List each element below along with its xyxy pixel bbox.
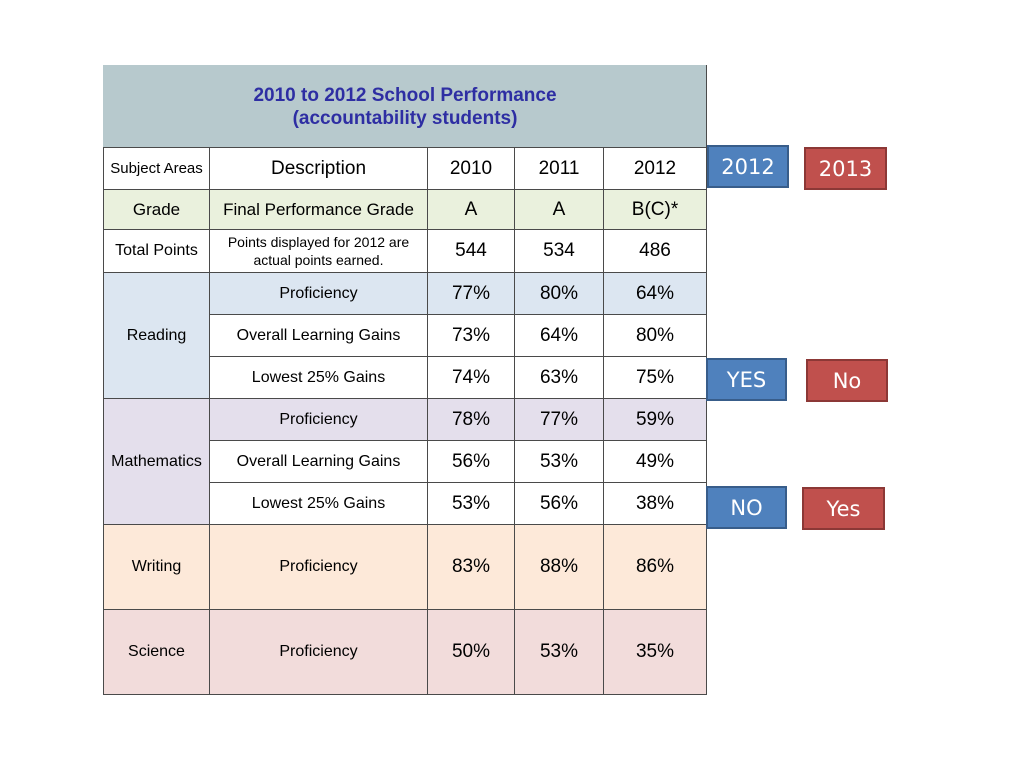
header-2010: 2010 <box>427 147 515 190</box>
math-learning-gains-2012: 49% <box>602 440 708 483</box>
reading-lowest-25-2012: 75% <box>602 356 708 399</box>
math-proficiency-2011: 77% <box>514 398 604 441</box>
reading-learning-gains-2012: 80% <box>602 314 708 357</box>
grade-subject: Grade <box>103 189 210 230</box>
total-points-2011: 534 <box>514 229 604 273</box>
math-lowest-25-description: Lowest 25% Gains <box>209 482 428 525</box>
reading-lowest-25-2010: 74% <box>427 356 515 399</box>
reading-lowest-25-row: Lowest 25% Gains 74% 63% 75% <box>104 356 708 399</box>
writing-2012: 86% <box>602 524 708 610</box>
grade-2011: A <box>514 189 604 230</box>
science-2012: 35% <box>602 609 708 695</box>
header-2011: 2011 <box>514 147 604 190</box>
math-subject: Mathematics <box>103 398 210 525</box>
total-points-2010: 544 <box>427 229 515 273</box>
reading-learning-gains-2010: 73% <box>427 314 515 357</box>
reading-proficiency-2011: 80% <box>514 272 604 315</box>
reading-subject: Reading <box>103 272 210 399</box>
science-subject: Science <box>103 609 210 695</box>
year-2012-button[interactable]: 2012 <box>707 145 789 188</box>
grade-row: Grade Final Performance Grade A A B(C)* <box>103 189 708 230</box>
total-points-subject: Total Points <box>103 229 210 273</box>
math-proficiency-2010: 78% <box>427 398 515 441</box>
reading-lowest-25-description: Lowest 25% Gains <box>209 356 428 399</box>
science-description: Proficiency <box>209 609 428 695</box>
reading-yes-button[interactable]: YES <box>706 358 787 401</box>
school-performance-table: 2010 to 2012 School Performance (account… <box>102 65 708 695</box>
grade-description: Final Performance Grade <box>209 189 428 230</box>
grade-2012: B(C)* <box>602 189 708 230</box>
math-proficiency-description: Proficiency <box>209 398 428 441</box>
reading-lowest-25-2011: 63% <box>514 356 604 399</box>
reading-no-button[interactable]: No <box>806 359 888 402</box>
grade-2010: A <box>427 189 515 230</box>
writing-row: Writing Proficiency 83% 88% 86% <box>103 524 708 610</box>
total-points-2012: 486 <box>602 229 708 273</box>
science-2011: 53% <box>514 609 604 695</box>
header-row: Subject Areas Description 2010 2011 2012 <box>103 147 708 190</box>
math-yes-button[interactable]: Yes <box>802 487 885 530</box>
reading-learning-gains-row: Overall Learning Gains 73% 64% 80% <box>104 314 708 357</box>
math-lowest-25-2011: 56% <box>514 482 604 525</box>
math-learning-gains-2010: 56% <box>427 440 515 483</box>
header-subject-areas: Subject Areas <box>103 147 210 190</box>
math-proficiency-2012: 59% <box>602 398 708 441</box>
table-title: 2010 to 2012 School Performance (account… <box>102 65 708 148</box>
header-description: Description <box>209 147 428 190</box>
math-lowest-25-2012: 38% <box>602 482 708 525</box>
writing-description: Proficiency <box>209 524 428 610</box>
reading-proficiency-2010: 77% <box>427 272 515 315</box>
math-lowest-25-2010: 53% <box>427 482 515 525</box>
writing-2010: 83% <box>427 524 515 610</box>
year-2013-button[interactable]: 2013 <box>804 147 887 190</box>
reading-proficiency-row: Reading Proficiency 77% 80% 64% <box>103 272 708 399</box>
math-proficiency-row: Mathematics Proficiency 78% 77% 59% <box>103 398 708 525</box>
writing-subject: Writing <box>103 524 210 610</box>
table-title-line-2: (accountability students) <box>292 107 518 129</box>
total-points-row: Total Points Points displayed for 2012 a… <box>103 229 708 273</box>
table-title-line-1: 2010 to 2012 School Performance <box>253 84 557 106</box>
reading-learning-gains-2011: 64% <box>514 314 604 357</box>
writing-2011: 88% <box>514 524 604 610</box>
science-row: Science Proficiency 50% 53% 35% <box>103 609 708 695</box>
math-no-button[interactable]: NO <box>706 486 787 529</box>
science-2010: 50% <box>427 609 515 695</box>
total-points-description: Points displayed for 2012 are actual poi… <box>209 229 428 273</box>
reading-learning-gains-description: Overall Learning Gains <box>209 314 428 357</box>
math-learning-gains-row: Overall Learning Gains 56% 53% 49% <box>104 440 708 483</box>
math-learning-gains-2011: 53% <box>514 440 604 483</box>
math-lowest-25-row: Lowest 25% Gains 53% 56% 38% <box>104 482 708 525</box>
reading-proficiency-2012: 64% <box>602 272 708 315</box>
reading-proficiency-description: Proficiency <box>209 272 428 315</box>
header-2012: 2012 <box>602 147 708 190</box>
math-learning-gains-description: Overall Learning Gains <box>209 440 428 483</box>
